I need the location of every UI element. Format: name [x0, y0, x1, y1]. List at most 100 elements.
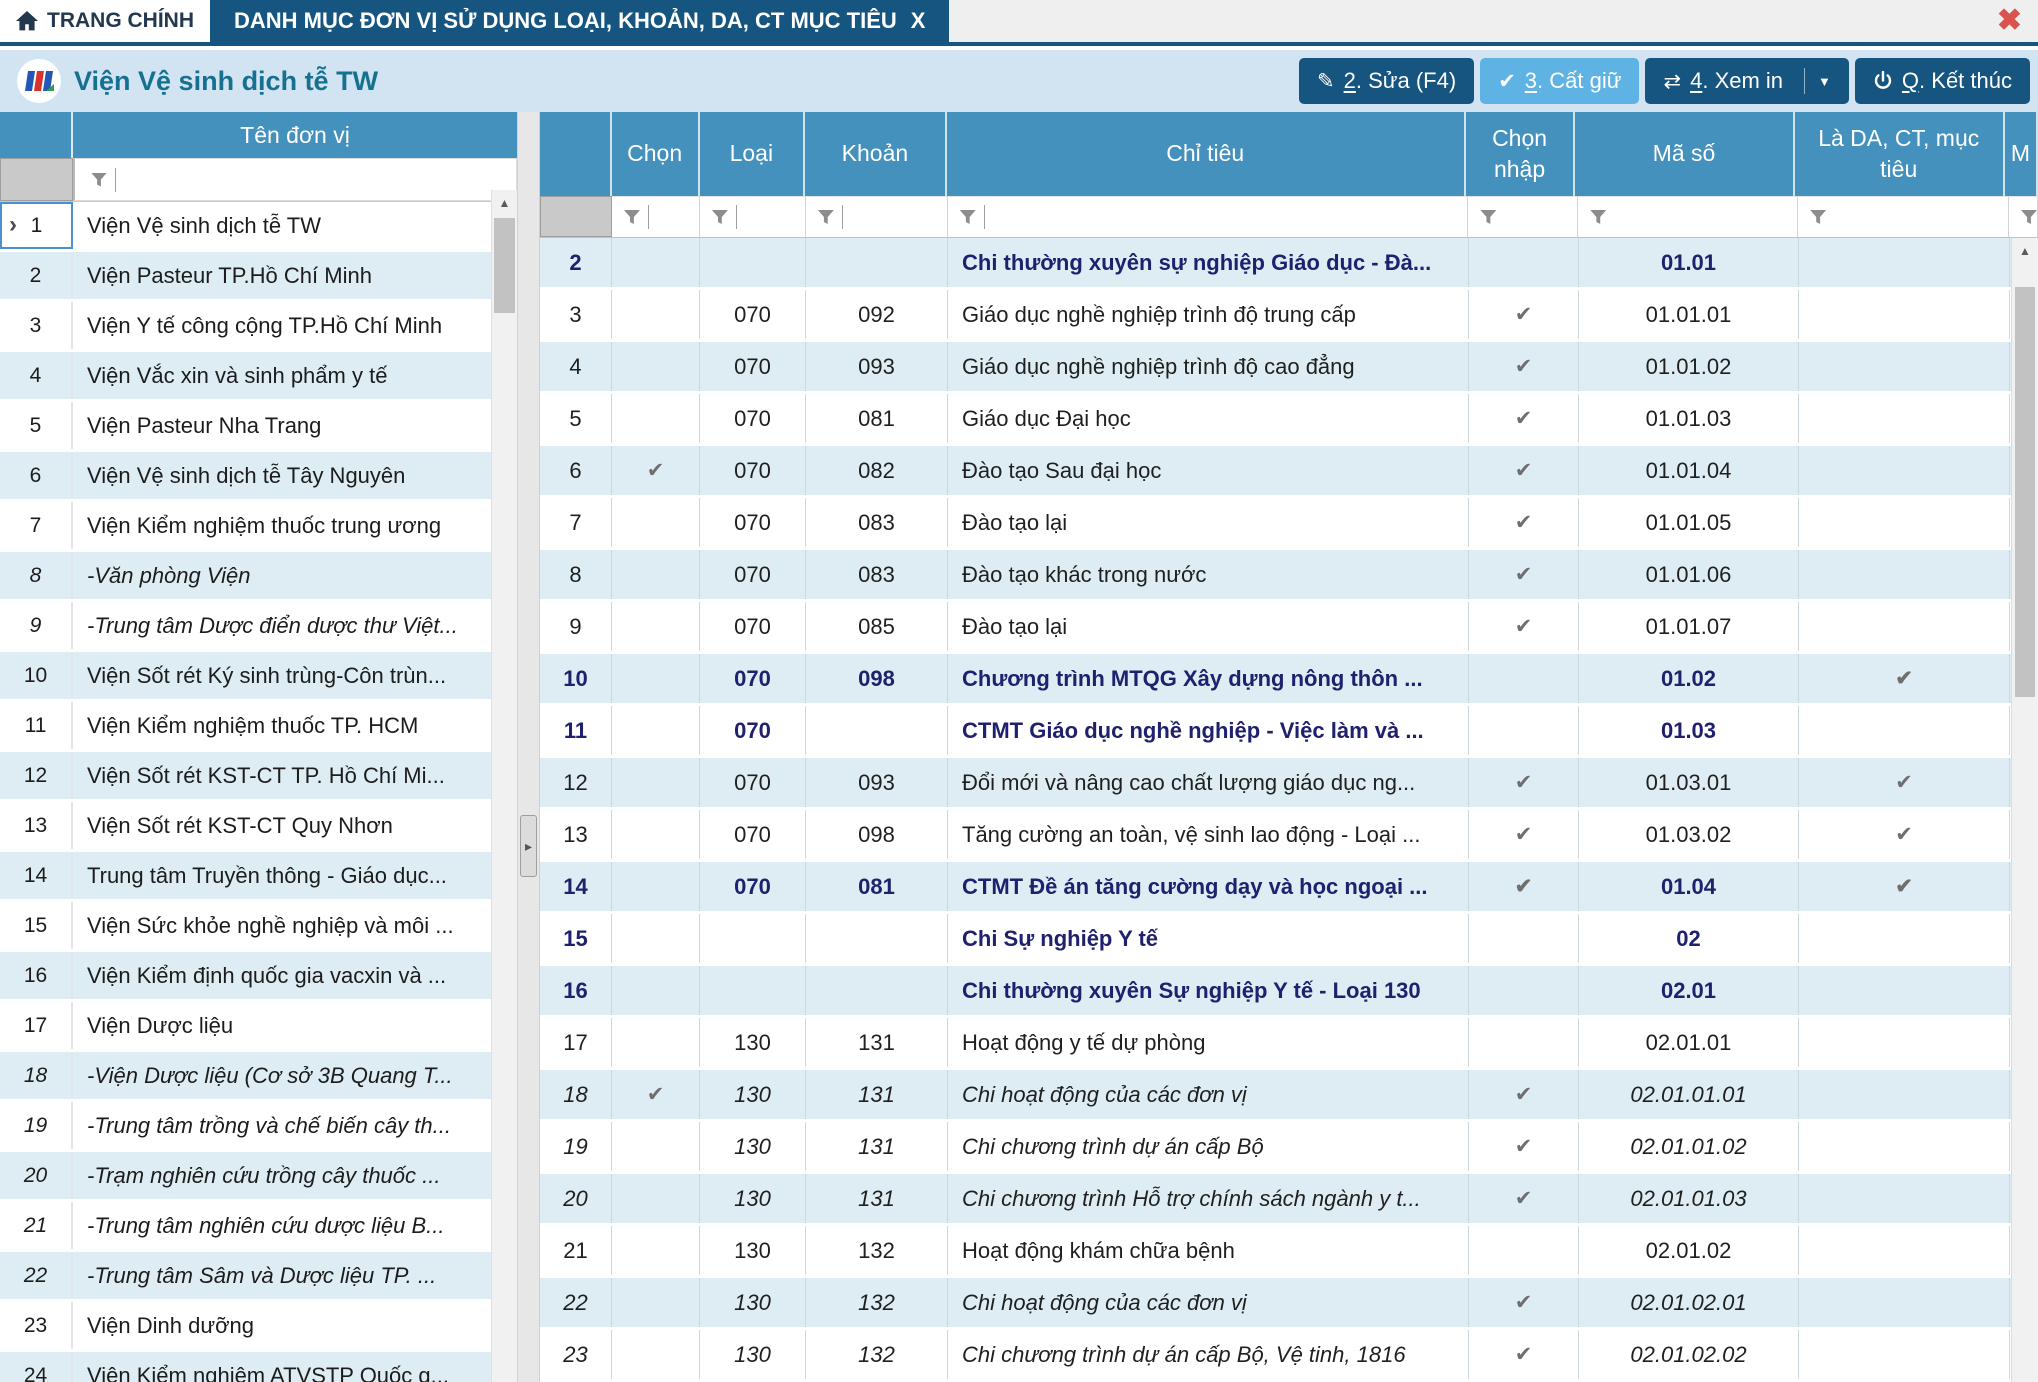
chon-cell[interactable] — [612, 914, 700, 963]
unit-row[interactable]: 15 Viện Sức khỏe nghề nghiệp và môi ... — [0, 902, 517, 952]
chi-tieu-row[interactable]: 23 130 132 Chi chương trình dự án cấp Bộ… — [540, 1330, 2038, 1382]
chon-cell[interactable] — [612, 1174, 700, 1223]
chon-nhap-cell[interactable]: ✔ — [1469, 342, 1579, 391]
chon-cell[interactable] — [612, 1018, 700, 1067]
col-header-chi-tieu[interactable]: Chỉ tiêu — [947, 112, 1466, 196]
chi-tieu-row[interactable]: 15 Chi Sự nghiệp Y tế 02 — [540, 914, 2038, 966]
chi-tieu-row[interactable]: 2 Chi thường xuyên sự nghiệp Giáo dục - … — [540, 238, 2038, 290]
panel-splitter[interactable]: ▸ — [517, 112, 540, 1382]
col-header-khoan[interactable]: Khoản — [805, 112, 947, 196]
col-header-ma-so[interactable]: Mã số — [1575, 112, 1795, 196]
chon-cell[interactable] — [612, 1330, 700, 1379]
chon-cell[interactable] — [612, 810, 700, 859]
chi-tieu-row[interactable]: 3 070 092 Giáo dục nghề nghiệp trình độ … — [540, 290, 2038, 342]
chon-nhap-cell[interactable]: ✔ — [1469, 810, 1579, 859]
chi-tieu-row[interactable]: 7 070 083 Đào tạo lại ✔ 01.01.05 — [540, 498, 2038, 550]
chon-cell[interactable] — [612, 498, 700, 547]
filter-input-m[interactable] — [2009, 196, 2038, 237]
chon-nhap-cell[interactable]: ✔ — [1469, 446, 1579, 495]
col-header-loai[interactable]: Loại — [700, 112, 806, 196]
unit-row[interactable]: 14 Trung tâm Truyền thông - Giáo dục... — [0, 852, 517, 902]
filter-input-chon-nhap[interactable] — [1468, 196, 1579, 237]
chon-cell[interactable] — [612, 602, 700, 651]
unit-row[interactable]: 2 Viện Pasteur TP.Hồ Chí Minh — [0, 252, 517, 302]
scroll-up-icon[interactable]: ▲ — [2019, 244, 2031, 258]
chi-tieu-row[interactable]: 22 130 132 Chi hoạt động của các đơn vị … — [540, 1278, 2038, 1330]
chon-cell[interactable] — [612, 550, 700, 599]
filter-input-loai[interactable] — [699, 196, 806, 237]
chon-nhap-cell[interactable] — [1469, 1226, 1579, 1275]
chon-cell[interactable] — [612, 342, 700, 391]
chon-nhap-cell[interactable]: ✔ — [1469, 1174, 1579, 1223]
chon-nhap-cell[interactable]: ✔ — [1469, 498, 1579, 547]
unit-row[interactable]: 20 -Trạm nghiên cứu trồng cây thuốc ... — [0, 1152, 517, 1202]
print-button[interactable]: ⇄ 4. Xem in ▼ — [1645, 58, 1849, 104]
chi-tieu-row[interactable]: 16 Chi thường xuyên Sự nghiệp Y tế - Loạ… — [540, 966, 2038, 1018]
chi-tieu-row[interactable]: 17 130 131 Hoạt động y tế dự phòng 02.01… — [540, 1018, 2038, 1070]
unit-row[interactable]: 23 Viện Dinh dưỡng — [0, 1302, 517, 1352]
chi-tieu-row[interactable]: 13 070 098 Tăng cường an toàn, vệ sinh l… — [540, 810, 2038, 862]
chon-cell[interactable]: ✔ — [612, 446, 700, 495]
chon-nhap-cell[interactable] — [1469, 238, 1579, 287]
edit-button[interactable]: ✎ 2. Sửa (F4) — [1299, 58, 1475, 104]
scroll-up-icon[interactable]: ▲ — [498, 196, 511, 210]
filter-input-la-da[interactable] — [1798, 196, 2009, 237]
splitter-handle[interactable]: ▸ — [520, 815, 537, 877]
chon-cell[interactable] — [612, 1122, 700, 1171]
chi-tieu-row[interactable]: 6 ✔ 070 082 Đào tạo Sau đại học ✔ 01.01.… — [540, 446, 2038, 498]
unit-row[interactable]: 16 Viện Kiểm định quốc gia vacxin và ... — [0, 952, 517, 1002]
chi-tieu-row[interactable]: 8 070 083 Đào tạo khác trong nước ✔ 01.0… — [540, 550, 2038, 602]
unit-row[interactable]: › 1 Viện Vệ sinh dịch tễ TW — [0, 202, 517, 252]
unit-row[interactable]: 21 -Trung tâm nghiên cứu dược liệu B... — [0, 1202, 517, 1252]
chon-nhap-cell[interactable]: ✔ — [1469, 550, 1579, 599]
unit-list-scrollbar[interactable]: ▲ — [491, 190, 517, 1382]
chon-nhap-cell[interactable] — [1469, 706, 1579, 755]
chon-cell[interactable] — [612, 706, 700, 755]
chon-nhap-cell[interactable]: ✔ — [1469, 758, 1579, 807]
col-header-chon[interactable]: Chọn — [612, 112, 700, 196]
unit-row[interactable]: 4 Viện Vắc xin và sinh phẩm y tế — [0, 352, 517, 402]
chon-cell[interactable] — [612, 654, 700, 703]
tab-active-close-x[interactable]: X — [910, 8, 926, 33]
chon-nhap-cell[interactable]: ✔ — [1469, 1070, 1579, 1119]
chi-tieu-row[interactable]: 12 070 093 Đổi mới và nâng cao chất lượn… — [540, 758, 2038, 810]
chevron-down-icon[interactable]: ▼ — [1818, 73, 1831, 89]
unit-name-column-header[interactable]: Tên đơn vị — [240, 121, 350, 148]
tab-active[interactable]: DANH MỤC ĐƠN VỊ SỬ DỤNG LOẠI, KHOẢN, DA,… — [210, 0, 950, 42]
scrollbar-thumb[interactable] — [494, 218, 515, 313]
col-header-la-da-ct-muc-tieu[interactable]: Là DA, CT, mục tiêu — [1795, 112, 2005, 196]
tab-home[interactable]: TRANG CHÍNH — [0, 0, 210, 42]
save-button[interactable]: ✔ 3. Cất giữ — [1480, 58, 1640, 104]
chi-tieu-row[interactable]: 9 070 085 Đào tạo lại ✔ 01.01.07 — [540, 602, 2038, 654]
chon-nhap-cell[interactable]: ✔ — [1469, 1330, 1579, 1379]
chon-nhap-cell[interactable]: ✔ — [1469, 1122, 1579, 1171]
chon-nhap-cell[interactable]: ✔ — [1469, 394, 1579, 443]
close-icon[interactable]: ✖ — [1996, 4, 2022, 37]
chon-nhap-cell[interactable]: ✔ — [1469, 1278, 1579, 1327]
filter-input-chi-tieu[interactable] — [947, 196, 1469, 237]
unit-row[interactable]: 5 Viện Pasteur Nha Trang — [0, 402, 517, 452]
chi-tieu-row[interactable]: 21 130 132 Hoạt động khám chữa bệnh 02.0… — [540, 1226, 2038, 1278]
col-header-m-cropped[interactable]: M — [2005, 112, 2038, 196]
unit-row[interactable]: 7 Viện Kiểm nghiệm thuốc trung ương — [0, 502, 517, 552]
chon-cell[interactable] — [612, 758, 700, 807]
chi-tieu-row[interactable]: 20 130 131 Chi chương trình Hỗ trợ chính… — [540, 1174, 2038, 1226]
chi-tieu-row[interactable]: 11 070 CTMT Giáo dục nghề nghiệp - Việc … — [540, 706, 2038, 758]
chon-cell[interactable] — [612, 1278, 700, 1327]
unit-row[interactable]: 24 Viện Kiểm nghiệm ATVSTP Quốc g... — [0, 1352, 517, 1382]
unit-row[interactable]: 18 -Viện Dược liệu (Cơ sở 3B Quang T... — [0, 1052, 517, 1102]
chi-tieu-row[interactable]: 4 070 093 Giáo dục nghề nghiệp trình độ … — [540, 342, 2038, 394]
filter-input-khoan[interactable] — [805, 196, 948, 237]
chon-nhap-cell[interactable]: ✔ — [1469, 862, 1579, 911]
unit-row[interactable]: 9 -Trung tâm Dược điển dược thư Việt... — [0, 602, 517, 652]
chon-nhap-cell[interactable] — [1469, 914, 1579, 963]
unit-row[interactable]: 22 -Trung tâm Sâm và Dược liệu TP. ... — [0, 1252, 517, 1302]
unit-row[interactable]: 3 Viện Y tế công cộng TP.Hồ Chí Minh — [0, 302, 517, 352]
unit-row[interactable]: 10 Viện Sốt rét Ký sinh trùng-Côn trùn..… — [0, 652, 517, 702]
chon-cell[interactable] — [612, 238, 700, 287]
unit-row[interactable]: 6 Viện Vệ sinh dịch tễ Tây Nguyên — [0, 452, 517, 502]
chi-tieu-row[interactable]: 19 130 131 Chi chương trình dự án cấp Bộ… — [540, 1122, 2038, 1174]
unit-row[interactable]: 17 Viện Dược liệu — [0, 1002, 517, 1052]
unit-row[interactable]: 19 -Trung tâm trồng và chế biến cây th..… — [0, 1102, 517, 1152]
filter-input-ma-so[interactable] — [1578, 196, 1799, 237]
